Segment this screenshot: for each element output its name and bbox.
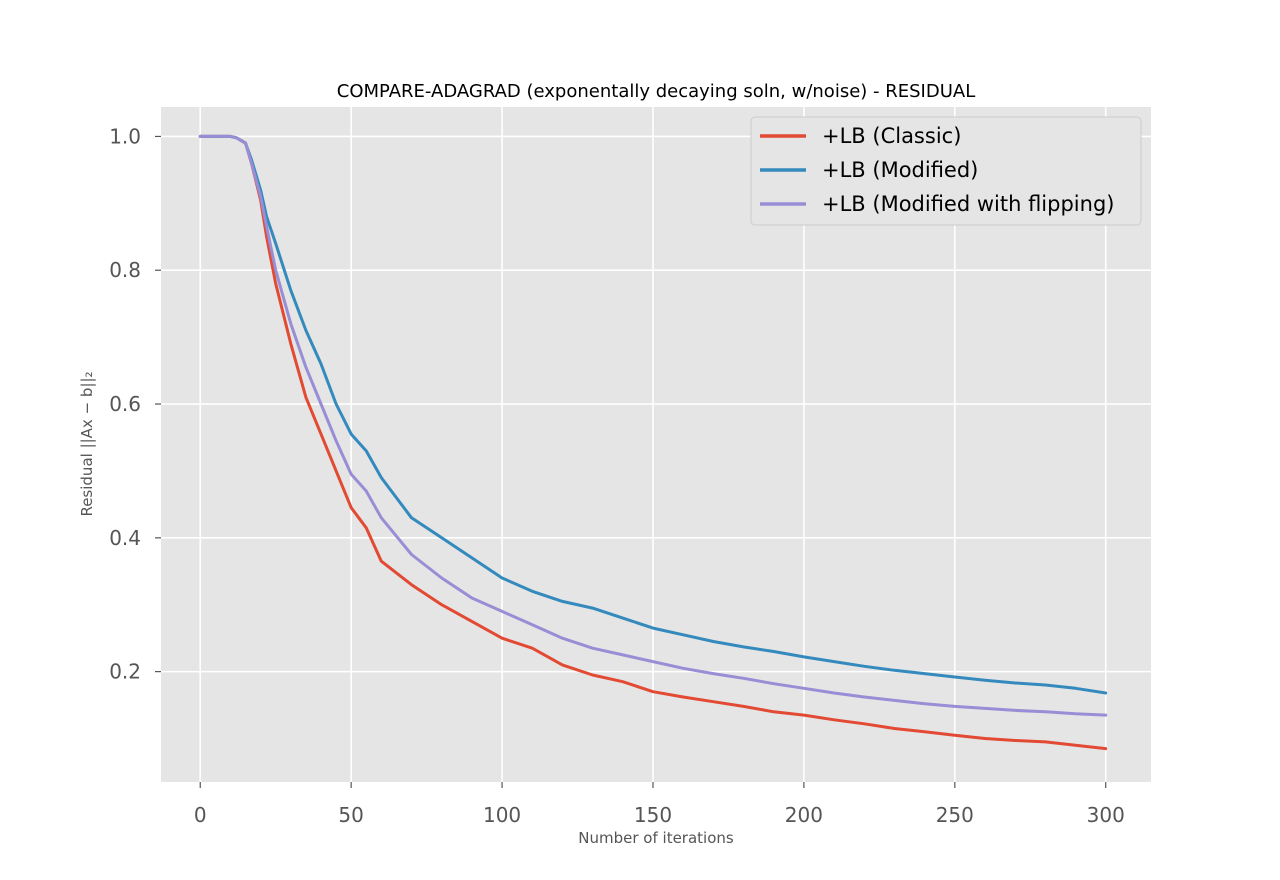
legend-label-modified: +LB (Modified)	[822, 158, 978, 182]
x-tick-label: 0	[194, 803, 207, 827]
x-tick-label: 300	[1087, 803, 1125, 827]
legend: +LB (Classic) +LB (Modified) +LB (Modifi…	[750, 116, 1142, 226]
legend-box	[750, 116, 1142, 226]
y-axis-label: Residual ||Ax − b||₂	[78, 371, 96, 516]
x-tick-label: 250	[936, 803, 974, 827]
y-tick-label: 1.0	[109, 124, 141, 148]
x-tick-label: 100	[483, 803, 521, 827]
series-line-2	[198, 134, 1108, 717]
x-tick-label: 50	[338, 803, 363, 827]
x-axis-ticks: 0 50 100 150 200 250 300	[194, 782, 1125, 827]
chart-title: COMPARE-ADAGRAD (exponentally decaying s…	[337, 81, 975, 102]
series-line-0	[198, 134, 1108, 751]
x-axis-label: Number of iterations	[578, 829, 734, 847]
y-tick-label: 0.2	[109, 660, 141, 684]
legend-label-classic: +LB (Classic)	[822, 124, 961, 148]
x-tick-label: 200	[785, 803, 823, 827]
legend-label-flipping: +LB (Modified with flipping)	[822, 192, 1114, 216]
y-tick-label: 0.6	[109, 392, 141, 416]
y-axis-ticks: 0.2 0.4 0.6 0.8 1.0	[109, 124, 161, 684]
x-tick-label: 150	[634, 803, 672, 827]
grid	[161, 107, 1151, 782]
series-lines	[198, 134, 1108, 751]
y-tick-label: 0.4	[109, 526, 141, 550]
series-line-1	[198, 134, 1108, 695]
y-tick-label: 0.8	[109, 258, 141, 282]
